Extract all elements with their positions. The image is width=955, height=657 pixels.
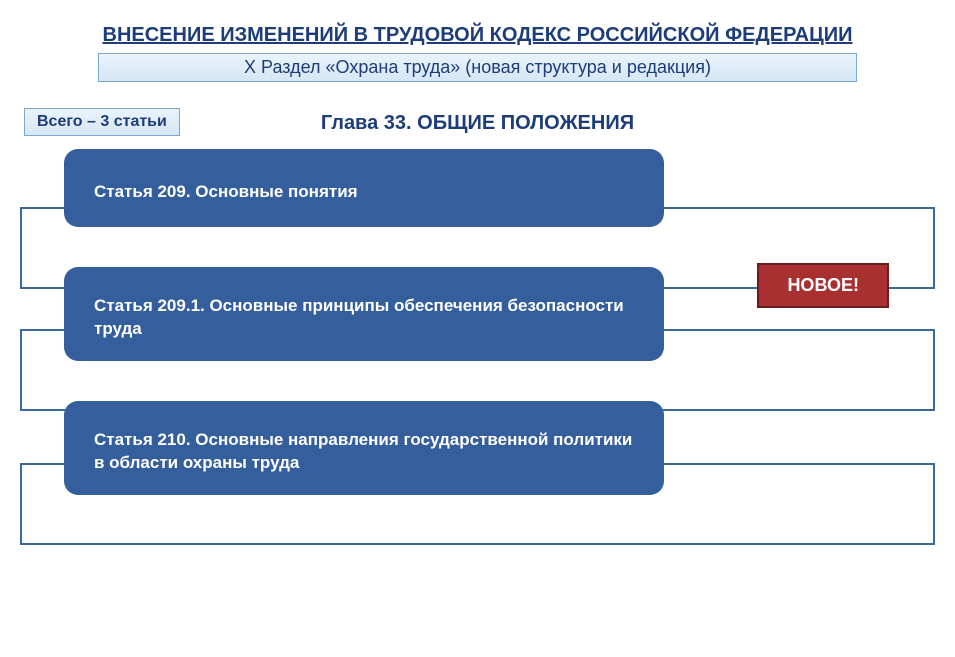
article-group: Статья 210. Основные направления государ… bbox=[20, 401, 935, 495]
article-card: Статья 209. Основные понятия bbox=[64, 149, 664, 227]
article-group: Статья 209. Основные понятия bbox=[20, 149, 935, 227]
page-title: ВНЕСЕНИЕ ИЗМЕНЕНИЙ В ТРУДОВОЙ КОДЕКС РОС… bbox=[0, 0, 955, 47]
article-card: Статья 210. Основные направления государ… bbox=[64, 401, 664, 495]
article-text: Статья 209.1. Основные принципы обеспече… bbox=[94, 295, 640, 341]
count-badge: Всего – 3 статьи bbox=[24, 108, 180, 136]
article-text: Статья 210. Основные направления государ… bbox=[94, 429, 640, 475]
subtitle-bar: X Раздел «Охрана труда» (новая структура… bbox=[98, 53, 857, 82]
article-text: Статья 209. Основные понятия bbox=[94, 181, 358, 204]
article-card: Статья 209.1. Основные принципы обеспече… bbox=[64, 267, 664, 361]
new-badge: НОВОЕ! bbox=[757, 263, 889, 308]
article-group: НОВОЕ! Статья 209.1. Основные принципы о… bbox=[20, 267, 935, 361]
